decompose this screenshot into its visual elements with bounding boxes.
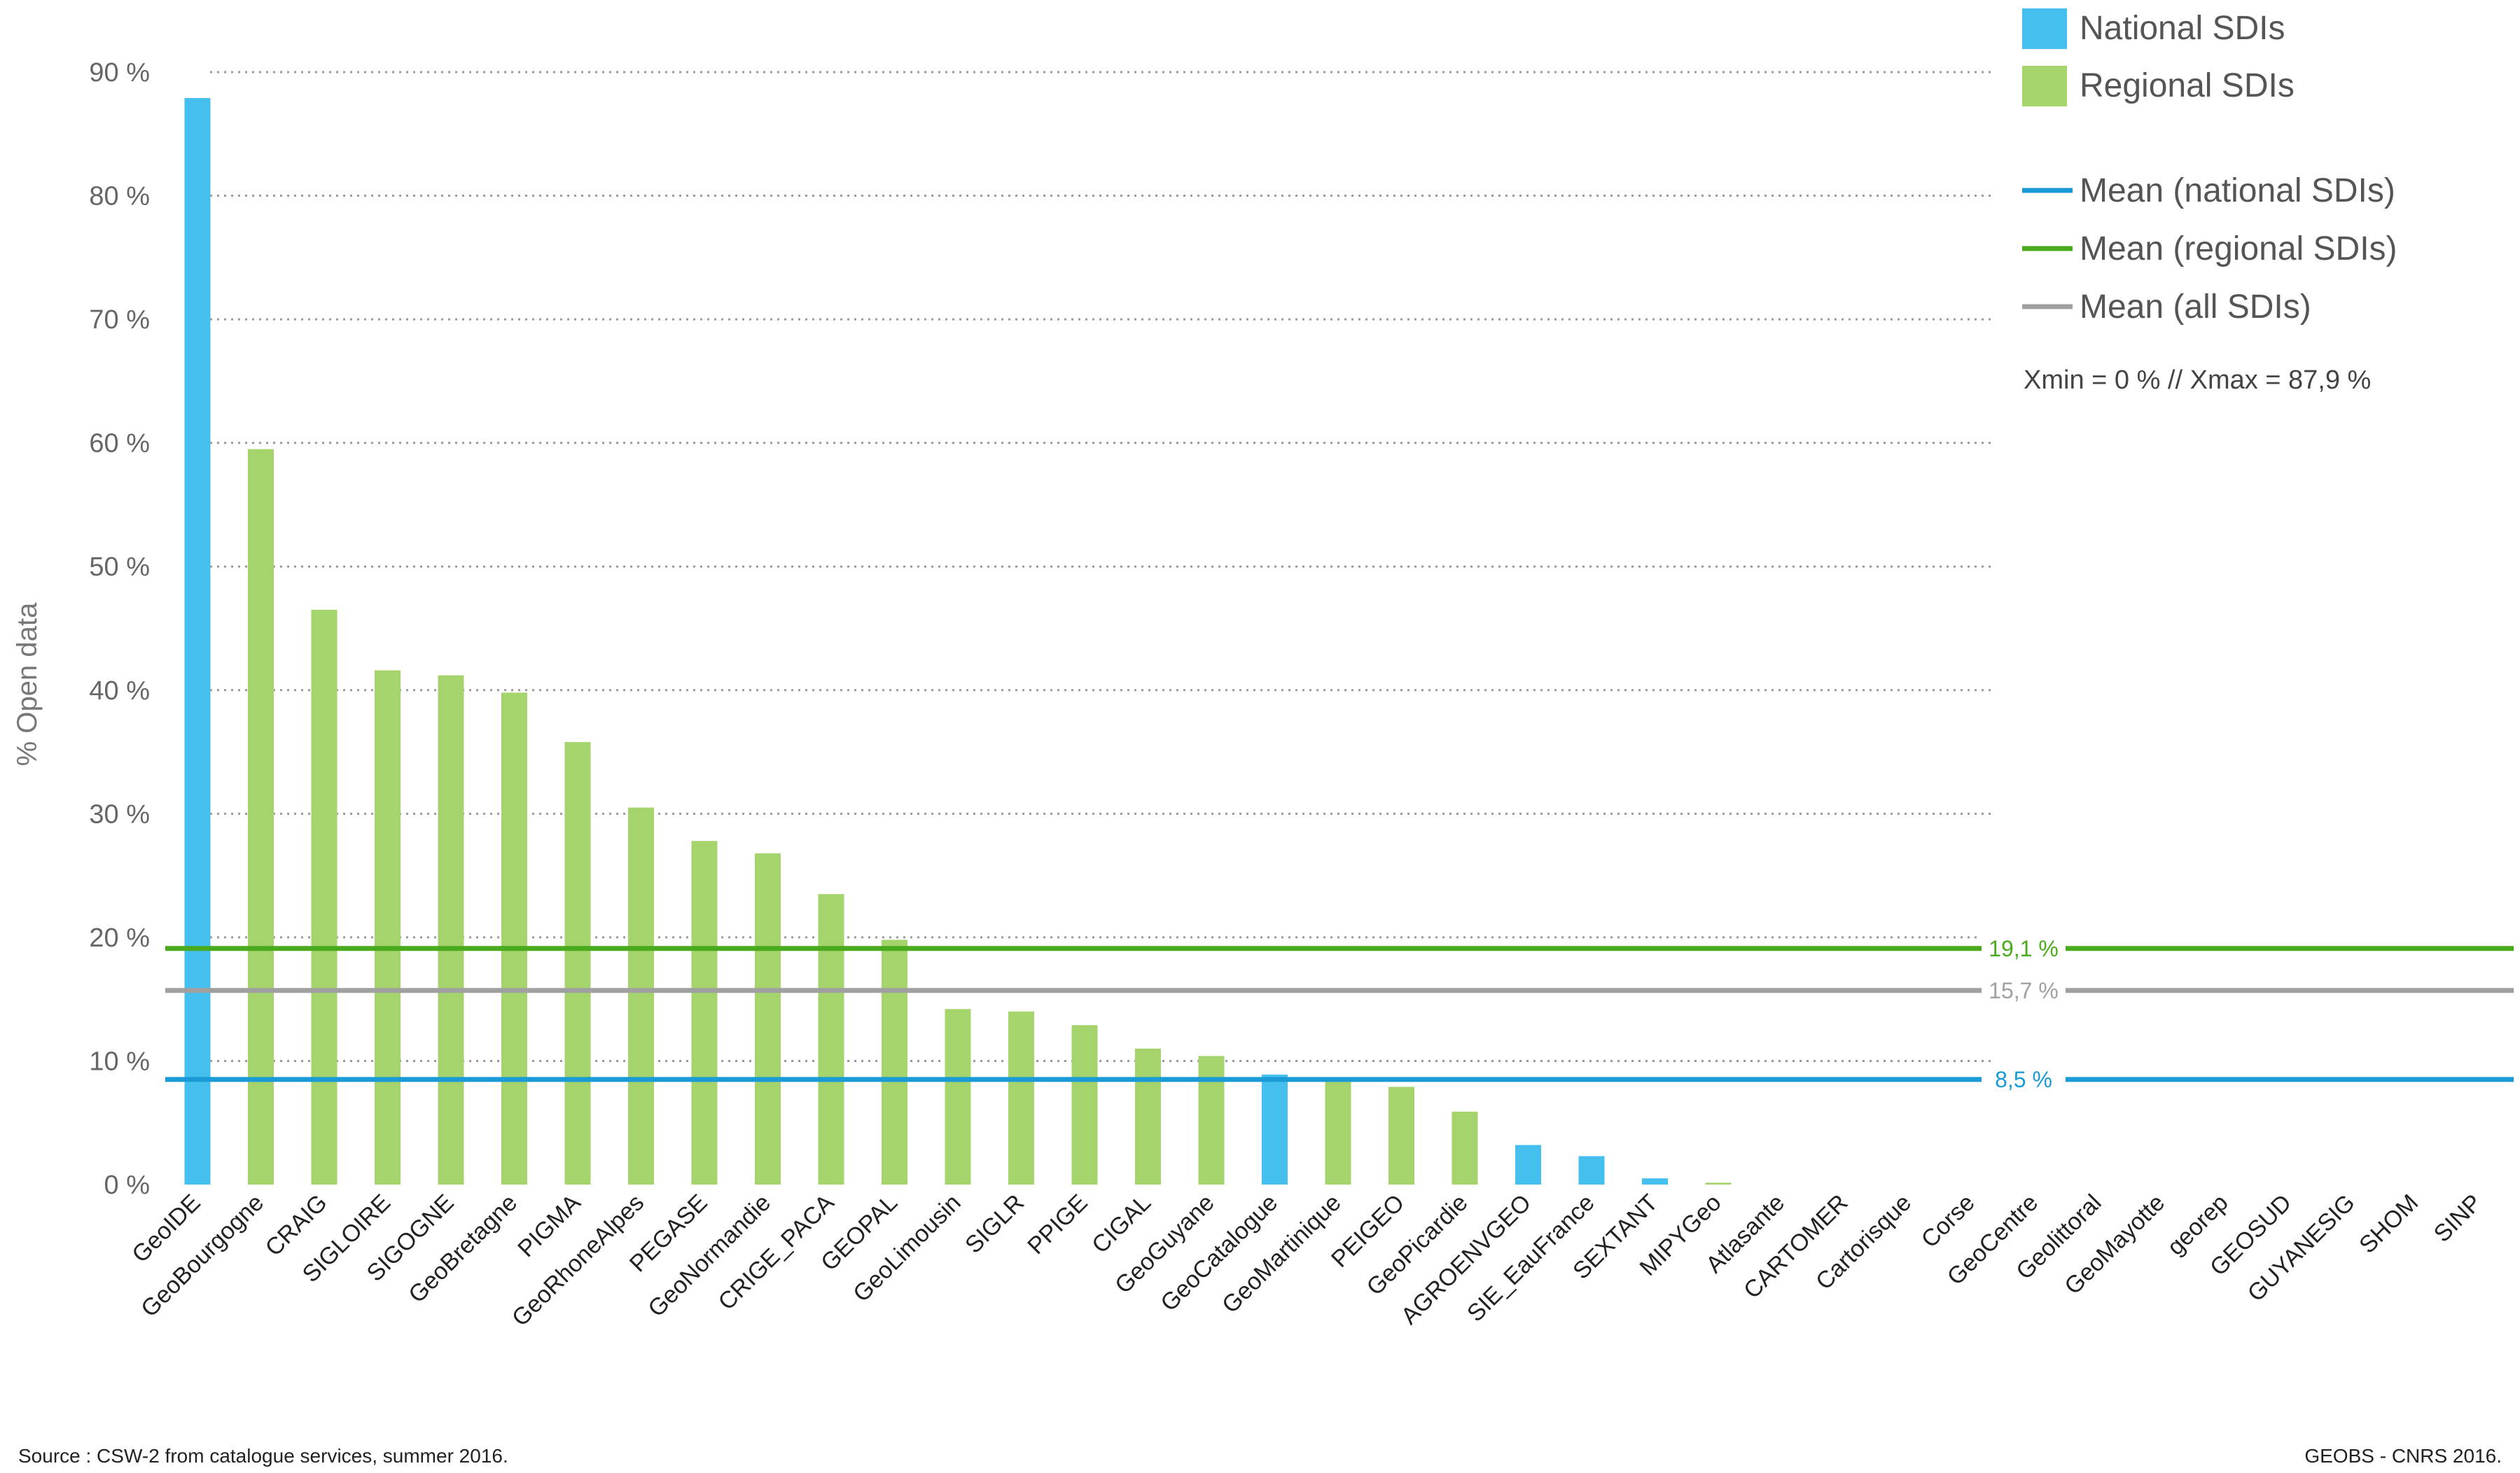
bar-geolimousin <box>945 1009 971 1185</box>
national-legend-swatch <box>2022 8 2067 49</box>
bar-sigogne <box>438 675 464 1185</box>
regional-legend-swatch <box>2022 66 2067 106</box>
bar-geomartinique <box>1325 1080 1351 1185</box>
bar-cigal <box>1135 1048 1161 1185</box>
bar-craig <box>311 610 337 1185</box>
y-tick-label: 40 % <box>89 676 150 706</box>
legend: National SDIs Regional SDIs Mean (national… <box>2022 8 2397 326</box>
national-legend-label: National SDIs <box>2080 10 2285 47</box>
x-category-label: SIGLR <box>960 1189 1029 1259</box>
y-tick-label: 70 % <box>89 305 150 335</box>
bar-mipygeo <box>1705 1182 1732 1185</box>
y-tick-label: 90 % <box>89 58 150 88</box>
y-tick-label: 60 % <box>89 429 150 459</box>
gridlines <box>210 71 1994 1062</box>
bar-georhonealpes <box>628 807 654 1185</box>
mean_national-label-bg <box>1982 1065 2066 1092</box>
x-category-label: SHOM <box>2354 1189 2423 1259</box>
x-category-label: SINP <box>2429 1189 2487 1248</box>
x-category-label: GeoBretagne <box>403 1189 522 1308</box>
bar-peigeo <box>1388 1087 1414 1185</box>
mean_national-label: 8,5 % <box>1995 1067 2052 1092</box>
y-tick-label: 50 % <box>89 552 150 582</box>
bar-geonormandie <box>755 853 781 1185</box>
mean-lines: 19,1 % 15,7 % 8,5 % <box>165 934 2514 1092</box>
bar-geocatalogue <box>1262 1074 1288 1185</box>
y-tick-label: 30 % <box>89 800 150 829</box>
mean_regional-legend-label: Mean (regional SDIs) <box>2080 230 2397 267</box>
bars <box>184 98 1732 1185</box>
bar-geobretagne <box>501 692 527 1185</box>
y-axis-label: % Open data <box>12 602 43 766</box>
mean_regional-label-bg <box>1982 934 2066 961</box>
mean_all-label: 15,7 % <box>1989 978 2059 1003</box>
y-tick-label: 0 % <box>104 1171 150 1200</box>
mean_regional-label: 19,1 % <box>1989 936 2059 961</box>
bar-sextant <box>1642 1178 1668 1185</box>
bar-geoide <box>184 98 211 1185</box>
x-axis-category-labels: GeoIDEGeoBourgogneCRAIGSIGLOIRESIGOGNEGe… <box>127 1189 2486 1332</box>
mean_national-legend-label: Mean (national SDIs) <box>2080 172 2395 209</box>
bar-pegase <box>691 841 718 1185</box>
y-axis-ticks: 0 % 10 % 20 % 30 % 40 % 50 % 60 % 70 % 80 % 90 % <box>89 58 150 1200</box>
bar-geopal <box>882 940 907 1185</box>
bar-sie-eaufrance <box>1578 1156 1605 1185</box>
bar-geopicardie <box>1452 1111 1478 1185</box>
bar-siglr <box>1008 1011 1034 1185</box>
mean_all-label-bg <box>1982 976 2066 1003</box>
footer-credit: GEOBS - CNRS 2016. <box>2304 1445 2502 1467</box>
bar-geobourgogne <box>248 449 274 1185</box>
bar-ppige <box>1071 1025 1098 1185</box>
bar-pigma <box>564 741 591 1185</box>
bar-sigloire <box>375 670 401 1185</box>
y-tick-label: 20 % <box>89 923 150 953</box>
x-category-label: PPIGE <box>1022 1189 1092 1259</box>
bar-crige-paca <box>818 894 844 1185</box>
y-tick-label: 10 % <box>89 1047 150 1076</box>
y-tick-label: 80 % <box>89 182 150 211</box>
footer-source: Source : CSW-2 from catalogue services, … <box>18 1445 508 1467</box>
bar-agroenvgeo <box>1515 1145 1541 1185</box>
bar-geoguyane <box>1198 1056 1225 1185</box>
regional-legend-label: Regional SDIs <box>2080 67 2295 104</box>
mean_all-legend-label: Mean (all SDIs) <box>2080 288 2311 326</box>
range-annotation: Xmin = 0 % // Xmax = 87,9 % <box>2024 365 2371 395</box>
